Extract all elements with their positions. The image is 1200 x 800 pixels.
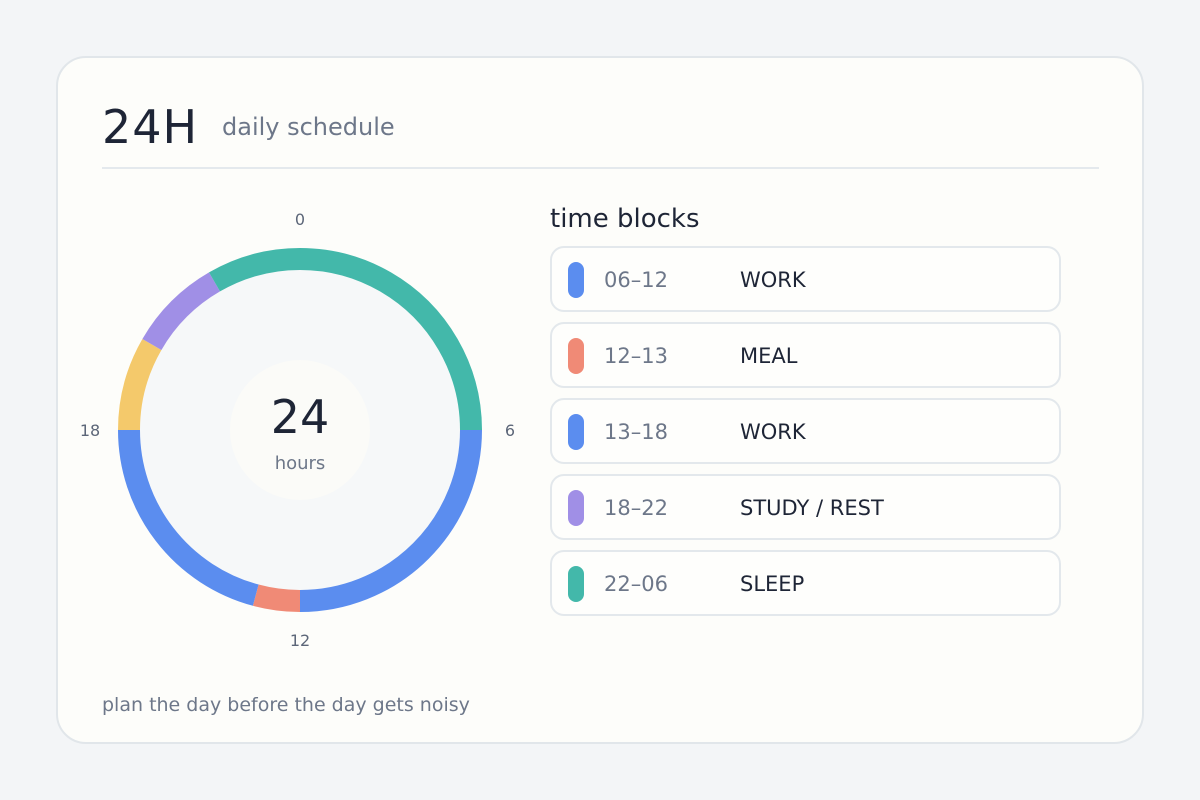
time-blocks-heading: time blocks <box>550 204 700 234</box>
time-block-list: 06–12 WORK 12–13 MEAL 13–18 WORK 18–22 S… <box>550 246 1061 626</box>
block-activity-label: SLEEP <box>740 572 805 596</box>
hour-label-0: 0 <box>295 210 305 229</box>
time-block-meal[interactable]: 12–13 MEAL <box>550 322 1061 388</box>
ring-segment-0 <box>299 429 482 612</box>
block-color-swatch <box>568 566 584 602</box>
block-time-range: 12–13 <box>604 344 668 368</box>
block-time-range: 22–06 <box>604 572 668 596</box>
total-hours-value: 24 <box>270 390 330 444</box>
day-clock-ring: 0 6 12 18 <box>80 210 515 650</box>
hour-label-6: 6 <box>505 421 515 440</box>
block-activity-label: STUDY / REST <box>740 496 884 520</box>
total-hours-unit: hours <box>274 453 326 474</box>
page-subtitle: daily schedule <box>222 113 395 141</box>
block-time-range: 13–18 <box>604 420 668 444</box>
block-activity-label: WORK <box>740 268 806 292</box>
page-title: 24H <box>102 100 199 154</box>
hour-label-18: 18 <box>80 421 100 440</box>
block-color-swatch <box>568 338 584 374</box>
block-time-range: 18–22 <box>604 496 668 520</box>
ring-segment-1 <box>252 584 301 612</box>
block-activity-label: MEAL <box>740 344 798 368</box>
day-clock: 0 6 12 18 <box>60 190 540 670</box>
block-color-swatch <box>568 262 584 298</box>
block-time-range: 06–12 <box>604 268 668 292</box>
time-block-work-afternoon[interactable]: 13–18 WORK <box>550 398 1061 464</box>
block-color-swatch <box>568 490 584 526</box>
ring-segment-3 <box>118 339 162 431</box>
ring-segment-4 <box>142 272 221 351</box>
block-color-swatch <box>568 414 584 450</box>
footer-tagline: plan the day before the day gets noisy <box>102 694 470 716</box>
time-block-sleep[interactable]: 22–06 SLEEP <box>550 550 1061 616</box>
clock-center-disc <box>230 360 370 500</box>
ring-segment-2 <box>118 429 259 606</box>
hour-label-12: 12 <box>290 631 310 650</box>
time-block-study-rest[interactable]: 18–22 STUDY / REST <box>550 474 1061 540</box>
block-activity-label: WORK <box>740 420 806 444</box>
time-block-work-morning[interactable]: 06–12 WORK <box>550 246 1061 312</box>
ring-segment-5 <box>209 248 482 431</box>
header-divider <box>102 167 1099 169</box>
